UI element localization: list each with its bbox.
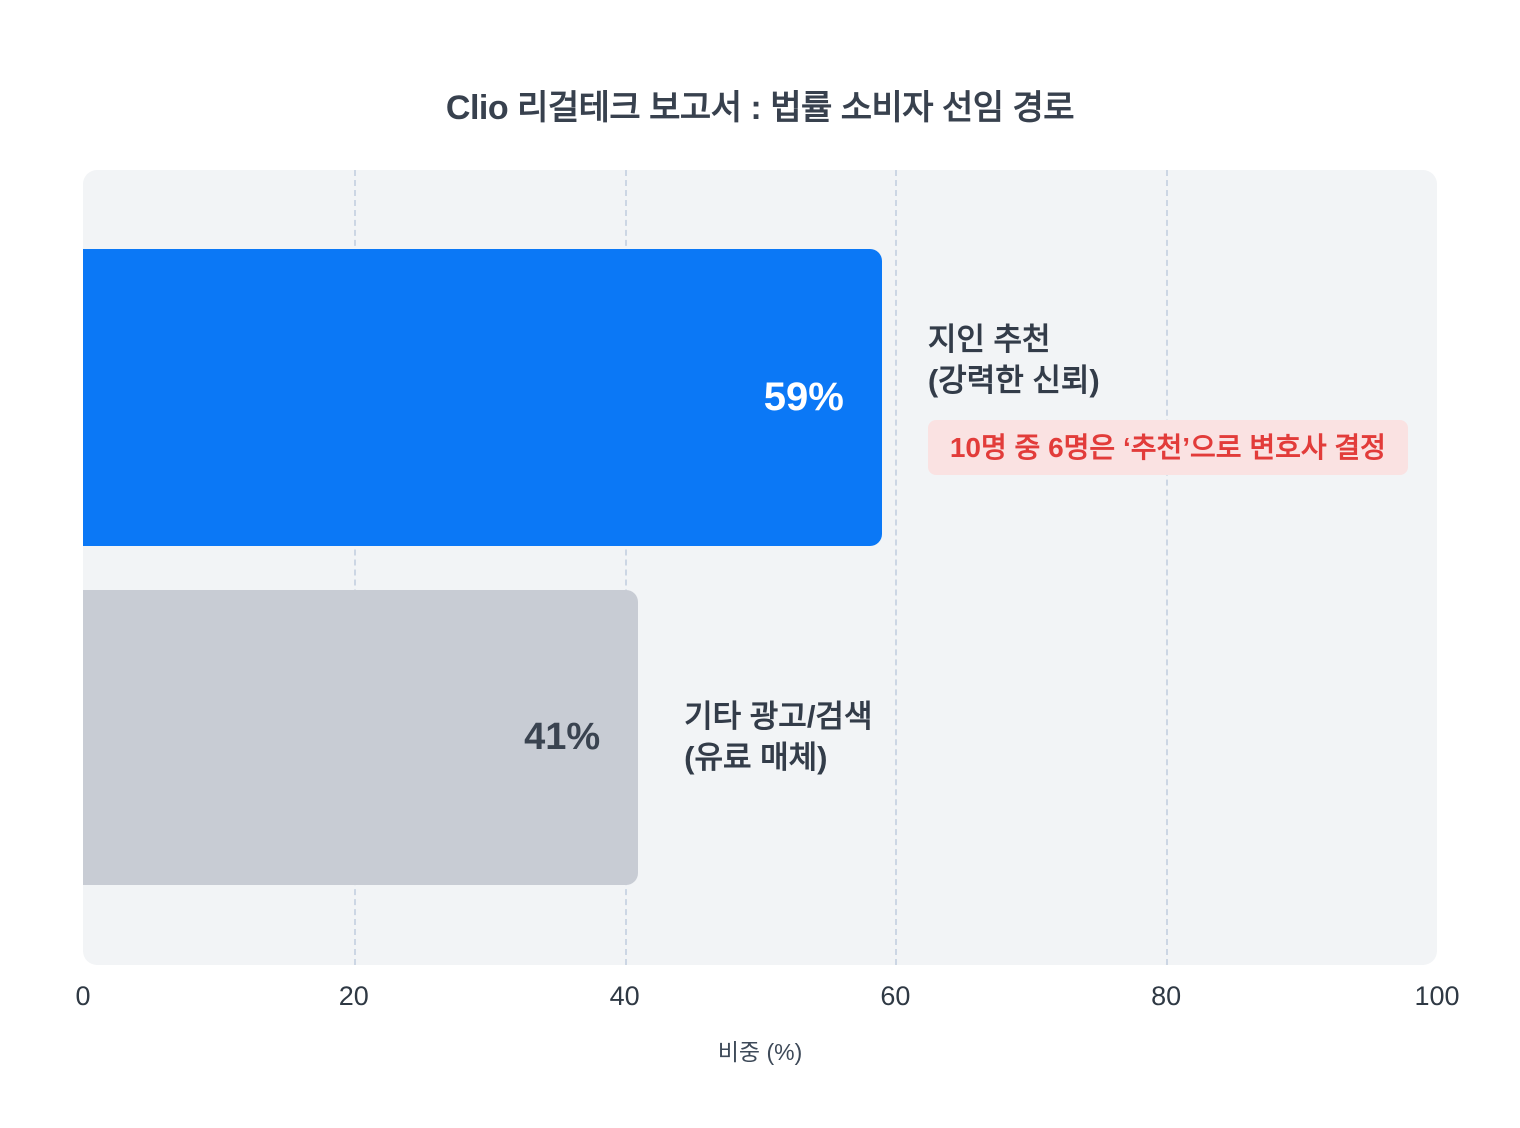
label-group-ads: 기타 광고/검색 (유료 매체) xyxy=(684,697,872,779)
category-label-referral: 지인 추천 (강력한 신뢰) xyxy=(928,320,1408,402)
category-label-line2: (강력한 신뢰) xyxy=(927,362,1100,398)
x-tick-label: 20 xyxy=(338,981,369,1011)
gridline xyxy=(353,170,356,965)
value-label-ads: 41% xyxy=(524,716,601,758)
x-tick-label: 100 xyxy=(1414,981,1460,1011)
x-tick-label: 40 xyxy=(609,981,640,1011)
bar-row-referral: 59% 지인 추천 (강력한 신뢰) 10명 중 6명은 ‘추천’으로 변호사 … xyxy=(83,249,1437,546)
gridline xyxy=(895,170,898,965)
category-label-line1: 지인 추천 xyxy=(927,321,1051,357)
x-axis-title: 비중 (%) xyxy=(717,1039,803,1065)
bar-ads: 41% xyxy=(83,590,639,885)
annotation-badge: 10명 중 6명은 ‘추천’으로 변호사 결정 xyxy=(927,419,1408,476)
bar-row-ads: 41% 기타 광고/검색 (유료 매체) xyxy=(83,590,1437,885)
x-tick-label: 80 xyxy=(1151,981,1182,1011)
x-tick-label: 0 xyxy=(75,981,91,1011)
category-label-ads: 기타 광고/검색 (유료 매체) xyxy=(684,697,872,779)
x-axis-ticks: 0 20 40 60 80 100 xyxy=(75,981,1459,1023)
category-label-line2: (유료 매체) xyxy=(684,739,828,775)
page-title: Clio 리걸테크 보고서 : 법률 소비자 선임 경로 xyxy=(445,89,1075,127)
bar-referral: 59% xyxy=(83,249,882,546)
value-label-referral: 59% xyxy=(763,375,844,419)
plot-area: 59% 지인 추천 (강력한 신뢰) 10명 중 6명은 ‘추천’으로 변호사 … xyxy=(83,170,1437,965)
chart-container: 59% 지인 추천 (강력한 신뢰) 10명 중 6명은 ‘추천’으로 변호사 … xyxy=(75,170,1460,1067)
category-label-line1: 기타 광고/검색 xyxy=(684,698,873,734)
gridline xyxy=(1166,170,1169,965)
label-group-referral: 지인 추천 (강력한 신뢰) 10명 중 6명은 ‘추천’으로 변호사 결정 xyxy=(927,320,1408,476)
x-tick-label: 60 xyxy=(880,981,911,1011)
gridline xyxy=(624,170,627,965)
